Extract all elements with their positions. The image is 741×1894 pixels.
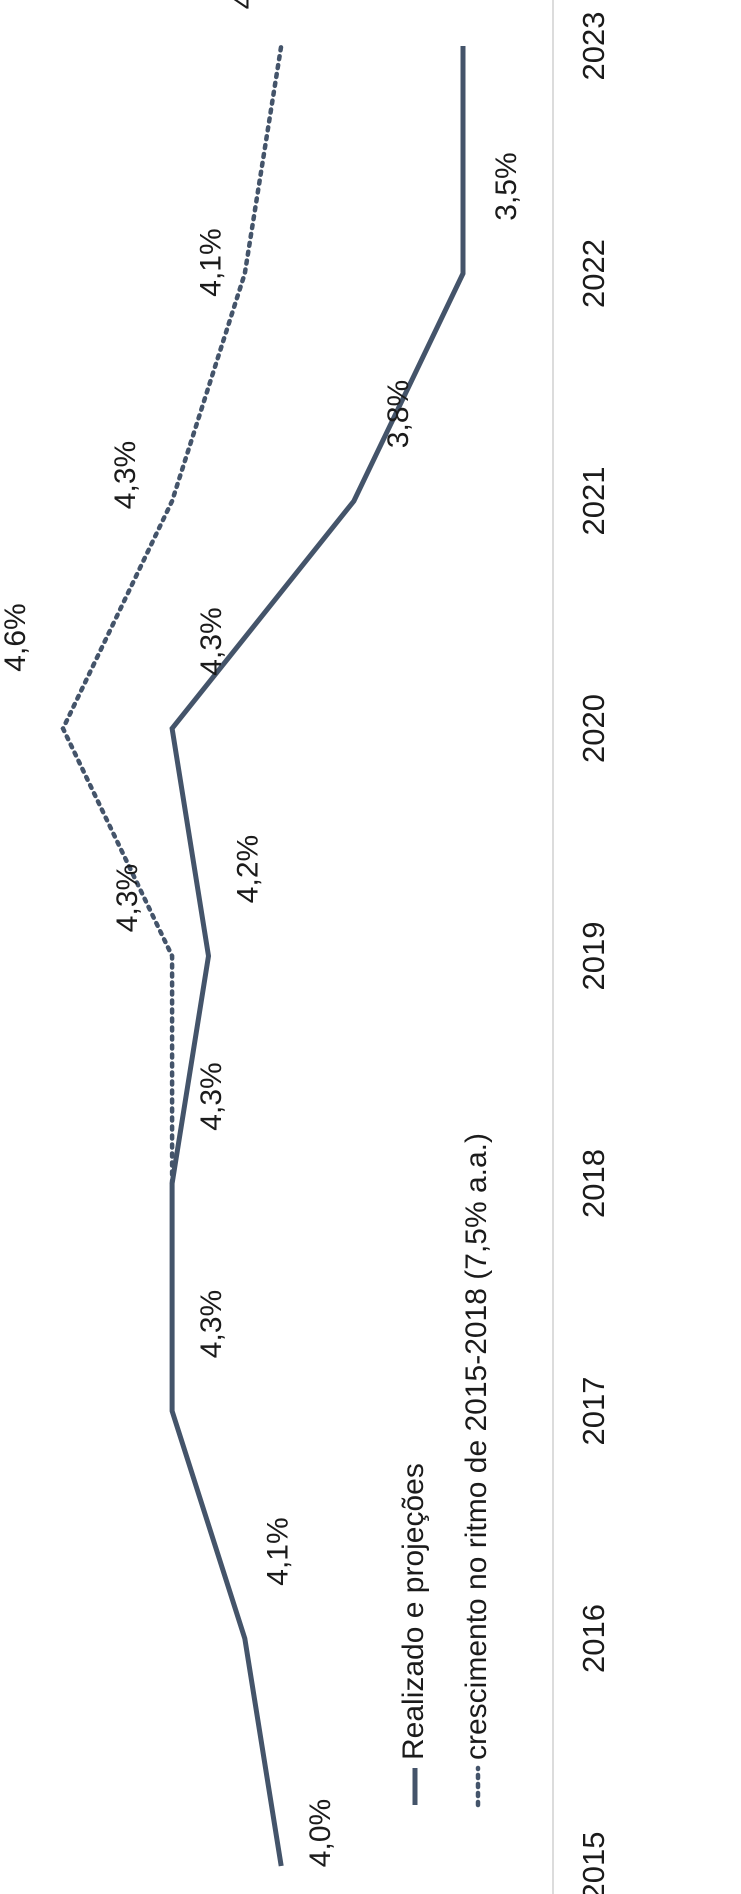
series-line-2	[60, 43, 284, 1186]
category-tick-label-2016: 2016	[576, 1604, 611, 1673]
category-tick-label-2023: 2023	[576, 12, 611, 81]
data-label-series-1-2015: 4,0%	[304, 1799, 337, 1867]
data-label-series-2-2021: 4,3%	[109, 441, 142, 509]
data-label-series-1-2021: 3,8%	[382, 380, 415, 448]
category-tick-label-2019: 2019	[576, 922, 611, 991]
series-line-1	[169, 46, 466, 1867]
data-label-series-2-2022: 4,1%	[195, 228, 228, 296]
data-label-series-1-2017: 4,3%	[195, 1290, 228, 1358]
category-tick-label-2017: 2017	[576, 1377, 611, 1446]
category-tick-label-2021: 2021	[576, 467, 611, 536]
data-label-series-2-2019: 4,3%	[111, 864, 144, 932]
category-tick-label-2022: 2022	[576, 239, 611, 308]
category-tick-label-2015: 2015	[576, 1832, 611, 1894]
legend-label-series-1: Realizado e projeções	[397, 1463, 430, 1760]
data-label-series-1-2022: 3,5%	[490, 152, 523, 220]
legend-label-series-2: crescimento no ritmo de 2015-2018 (7,5% …	[460, 1133, 493, 1760]
category-tick-label-2020: 2020	[576, 694, 611, 763]
data-label-series-2-2020: 4,6%	[0, 603, 32, 671]
data-label-series-1-2019: 4,2%	[231, 835, 264, 903]
data-label-series-2-2023: 4,0%	[227, 0, 260, 9]
data-label-series-1-2018: 4,3%	[195, 1062, 228, 1130]
data-label-series-1-2016: 4,1%	[262, 1517, 295, 1585]
data-label-series-1-2020: 4,3%	[195, 607, 228, 675]
category-tick-label-2018: 2018	[576, 1149, 611, 1218]
